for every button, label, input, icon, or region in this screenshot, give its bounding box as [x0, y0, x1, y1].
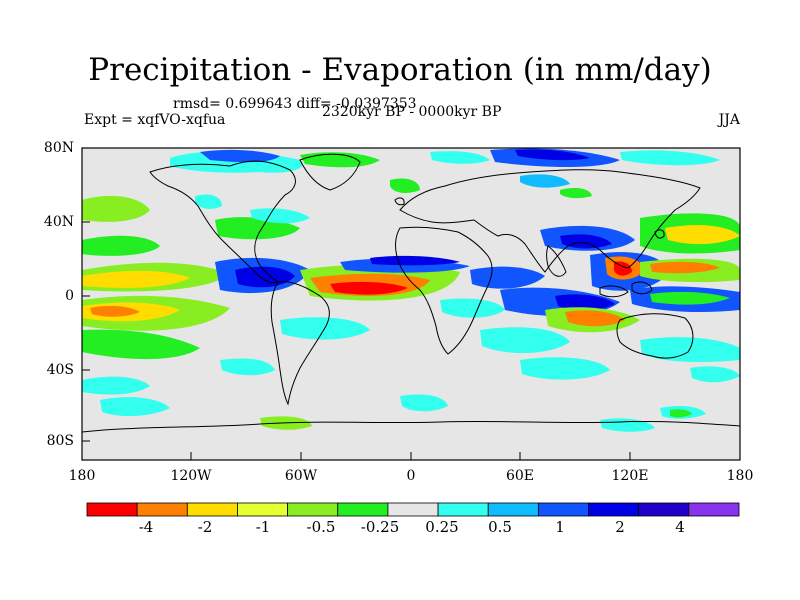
colorbar-label: 1: [555, 518, 565, 536]
colorbar-swatch: [588, 502, 640, 517]
colorbar-swatch: [437, 502, 489, 517]
lat-label-80n: 80N: [43, 140, 74, 156]
colorbar-swatch: [136, 502, 188, 517]
colorbar-label: 0.5: [488, 518, 512, 536]
stats-line: rmsd= 0.699643 diff= -0.0397353: [173, 96, 417, 112]
chart-title: Precipitation - Evaporation (in mm/day): [88, 52, 712, 88]
lon-label-60w: 60W: [284, 468, 318, 484]
anomaly-field: [82, 148, 740, 432]
colorbar-swatch: [638, 502, 690, 517]
colorbar-label: -1: [255, 518, 271, 536]
colorbar-swatch: [537, 502, 589, 517]
lon-label-0: 0: [406, 468, 416, 484]
colorbar: [86, 502, 740, 517]
colorbar-swatch: [237, 502, 289, 517]
lon-label-120w: 120W: [170, 468, 212, 484]
colorbar-swatch: [688, 502, 740, 517]
lon-label-180e: 180: [726, 468, 754, 484]
lon-ticks: [81, 452, 741, 460]
lat-label-40n: 40N: [43, 214, 74, 230]
experiment-label: Expt = xqfVO-xqfua: [84, 112, 226, 128]
lat-label-0: 0: [65, 288, 74, 304]
lat-label-80s: 80S: [46, 433, 74, 449]
colorbar-label: 2: [615, 518, 625, 536]
colorbar-label: -0.5: [306, 518, 336, 536]
colorbar-swatch: [387, 502, 439, 517]
colorbar-swatch: [287, 502, 339, 517]
lat-label-40s: 40S: [46, 362, 74, 378]
colorbar-swatch: [186, 502, 238, 517]
colorbar-swatch: [487, 502, 539, 517]
lon-label-120e: 120E: [611, 468, 649, 484]
colorbar-swatch: [337, 502, 389, 517]
colorbar-label: -0.25: [360, 518, 400, 536]
lon-label-180w: 180: [68, 468, 96, 484]
colorbar-swatch: [86, 502, 138, 517]
colorbar-label: -4: [138, 518, 154, 536]
colorbar-label: 0.25: [425, 518, 459, 536]
season-label: JJA: [718, 112, 740, 128]
lon-label-60e: 60E: [505, 468, 535, 484]
colorbar-label: -2: [197, 518, 213, 536]
lat-ticks: [82, 147, 90, 442]
period-label: 2320kyr BP - 0000kyr BP: [322, 104, 502, 120]
colorbar-label: 4: [675, 518, 685, 536]
coastlines: [82, 153, 740, 433]
